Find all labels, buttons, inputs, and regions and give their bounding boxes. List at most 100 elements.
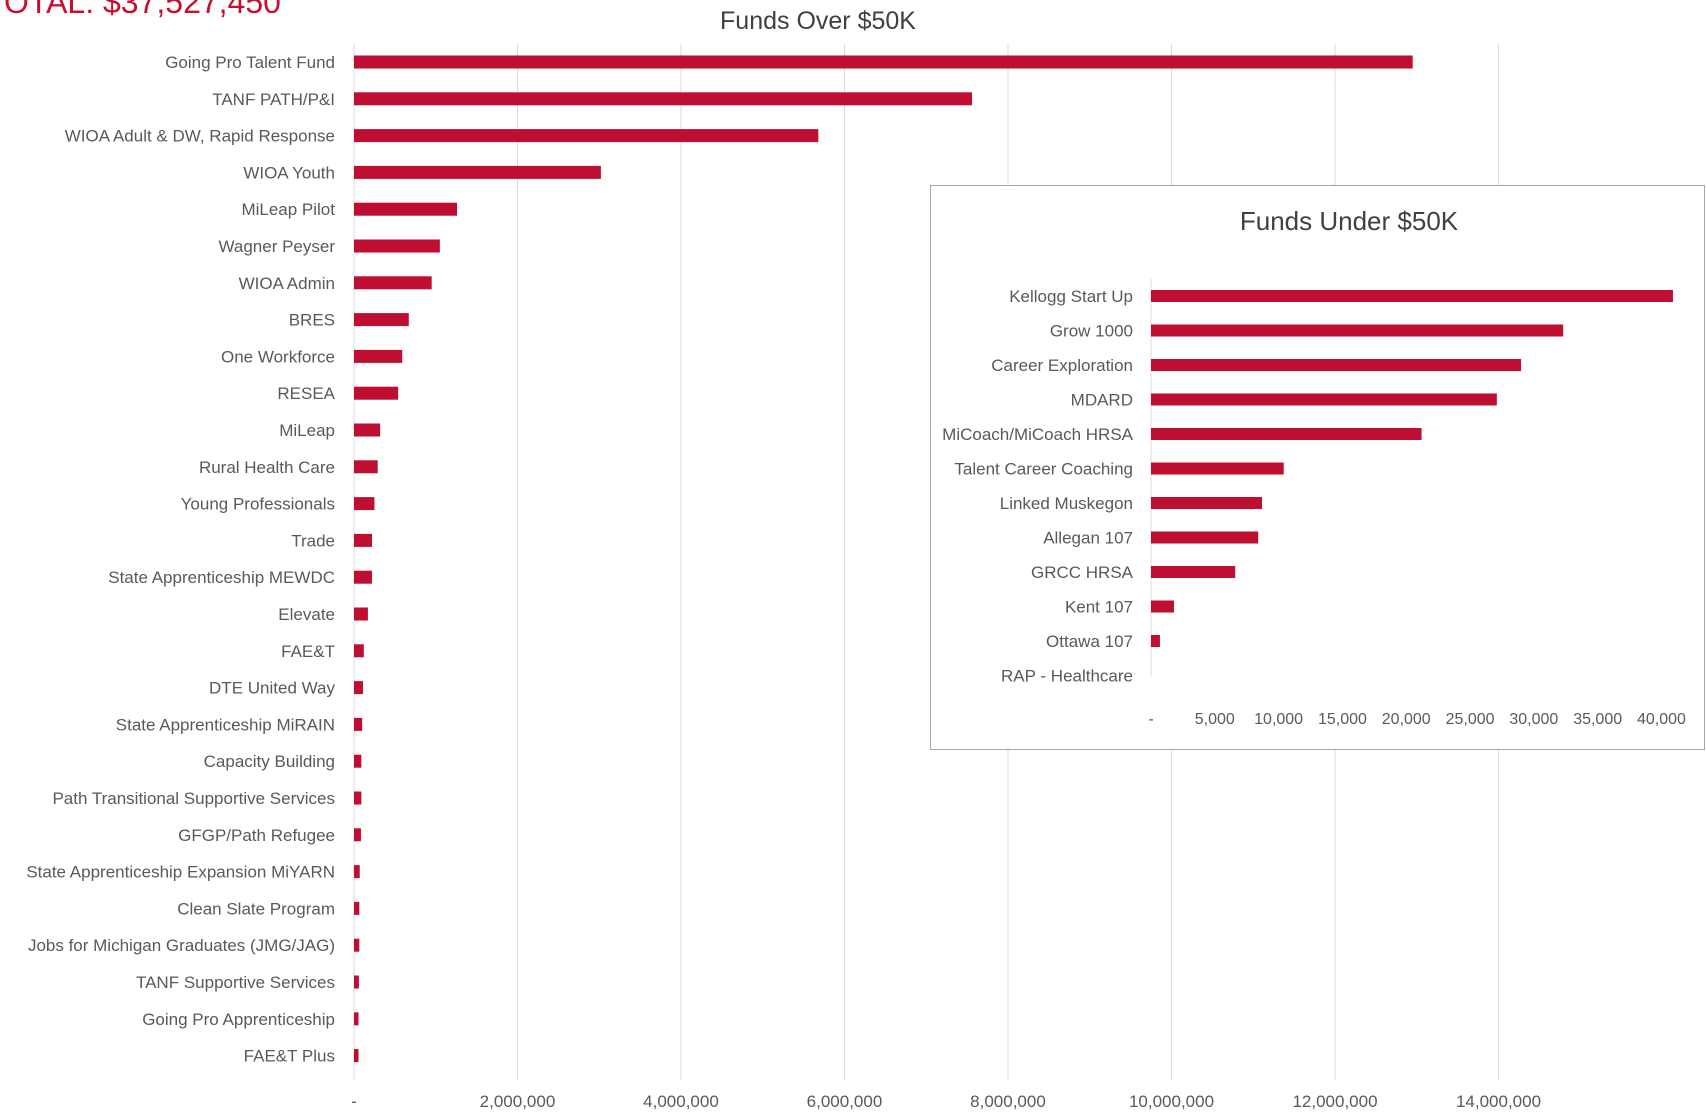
- under-50k-x-tick-label: 10,000: [1254, 711, 1303, 728]
- over-50k-category-label: State Apprenticeship MEWDC: [108, 568, 335, 587]
- over-50k-bar-rural-health-care: [354, 460, 378, 474]
- over-50k-bar-bres: [354, 313, 409, 327]
- under-50k-category-label: MiCoach/MiCoach HRSA: [942, 425, 1133, 444]
- over-50k-category-label: WIOA Adult & DW, Rapid Response: [65, 127, 335, 146]
- over-50k-bar-tanf-path-pandi: [354, 92, 973, 106]
- under-50k-category-label: Kent 107: [1065, 598, 1133, 617]
- inset-chart-title: Funds Under $50K: [1240, 206, 1459, 236]
- under-50k-bar-micoach-micoach-hrsa: [1151, 428, 1422, 440]
- under-50k-category-label: Kellogg Start Up: [1009, 287, 1133, 306]
- over-50k-bar-gfgp-path-refugee: [354, 828, 361, 842]
- over-50k-category-label: WIOA Admin: [239, 274, 335, 293]
- over-50k-bar-trade: [354, 533, 372, 547]
- over-50k-bar-capacity-building: [354, 754, 362, 768]
- over-50k-bar-wioa-adult-and-dw-rapid-response: [354, 129, 819, 143]
- over-50k-bar-going-pro-apprenticeship: [354, 1012, 359, 1026]
- main-chart-title: Funds Over $50K: [720, 7, 916, 35]
- over-50k-category-label: Capacity Building: [204, 752, 335, 771]
- over-50k-bar-one-workforce: [354, 349, 403, 363]
- over-50k-bar-path-transitional-supportive-services: [354, 791, 362, 805]
- over-50k-category-label: Trade: [291, 531, 335, 550]
- over-50k-x-tick-label: 4,000,000: [643, 1092, 719, 1111]
- over-50k-bar-going-pro-talent-fund: [354, 55, 1413, 69]
- under-50k-bar-ottawa-107: [1151, 635, 1160, 647]
- under-50k-bar-talent-career-coaching: [1151, 462, 1284, 475]
- under-50k-bar-mdard: [1151, 393, 1497, 406]
- over-50k-category-label: FAE&T Plus: [244, 1047, 335, 1066]
- over-50k-bar-clean-slate-program: [354, 901, 360, 915]
- under-50k-x-tick-label: 5,000: [1195, 711, 1235, 728]
- over-50k-bar-faeandt-plus: [354, 1049, 359, 1063]
- over-50k-bar-resea: [354, 386, 399, 400]
- over-50k-category-label: DTE United Way: [209, 679, 335, 698]
- over-50k-bar-wagner-peyser: [354, 239, 440, 253]
- over-50k-category-label: MiLeap: [279, 421, 335, 440]
- over-50k-bar-faeandt: [354, 644, 364, 658]
- under-50k-bar-allegan-107: [1151, 531, 1259, 544]
- over-50k-x-tick-label: 12,000,000: [1292, 1092, 1377, 1111]
- over-50k-x-tick-label: 14,000,000: [1456, 1092, 1541, 1111]
- over-50k-bar-state-apprenticeship-expansion-miyarn: [354, 865, 360, 879]
- under-50k-category-label: Allegan 107: [1043, 529, 1133, 548]
- over-50k-category-label: Going Pro Apprenticeship: [142, 1010, 335, 1029]
- under-50k-x-tick-label: 40,000: [1637, 711, 1686, 728]
- under-50k-bar-grow-1000: [1151, 324, 1564, 337]
- over-50k-bar-jobs-for-michigan-graduates-jmg-jag: [354, 938, 360, 952]
- under-50k-bar-kent-107: [1151, 600, 1174, 613]
- over-50k-category-label: Clean Slate Program: [177, 899, 335, 918]
- under-50k-x-tick-label: -: [1148, 711, 1153, 728]
- under-50k-category-label: Linked Muskegon: [1000, 494, 1133, 513]
- under-50k-category-label: Career Exploration: [991, 356, 1133, 375]
- under-50k-category-label: RAP - Healthcare: [1001, 667, 1133, 686]
- under-50k-bar-linked-muskegon: [1151, 497, 1263, 509]
- over-50k-bar-dte-united-way: [354, 681, 363, 695]
- funds-under-50k-panel: Funds Under $50K Kellogg Start Up Grow 10…: [930, 185, 1705, 750]
- under-50k-x-tick-label: 30,000: [1509, 711, 1558, 728]
- over-50k-bar-wioa-youth: [354, 165, 601, 179]
- total-heading: OTAL: $37,527,450: [4, 0, 281, 20]
- under-50k-x-tick-label: 25,000: [1446, 711, 1495, 728]
- over-50k-x-tick-label: 10,000,000: [1129, 1092, 1214, 1111]
- over-50k-x-tick-label: -: [351, 1092, 357, 1111]
- under-50k-bar-grcc-hrsa: [1151, 566, 1236, 578]
- over-50k-bar-mileap: [354, 423, 381, 437]
- over-50k-bar-elevate: [354, 607, 368, 621]
- over-50k-category-label: Young Professionals: [181, 495, 335, 514]
- under-50k-category-label: GRCC HRSA: [1031, 563, 1134, 582]
- under-50k-bar-career-exploration: [1151, 359, 1522, 371]
- over-50k-bar-mileap-pilot: [354, 202, 458, 216]
- under-50k-category-label: MDARD: [1071, 391, 1133, 410]
- over-50k-bar-state-apprenticeship-mewdc: [354, 570, 372, 584]
- over-50k-bar-young-professionals: [354, 497, 375, 511]
- over-50k-category-label: Jobs for Michigan Graduates (JMG/JAG): [28, 936, 335, 955]
- over-50k-category-label: State Apprenticeship Expansion MiYARN: [26, 863, 335, 882]
- over-50k-category-label: One Workforce: [221, 347, 335, 366]
- over-50k-x-tick-label: 8,000,000: [970, 1092, 1046, 1111]
- under-50k-x-tick-label: 35,000: [1573, 711, 1622, 728]
- over-50k-bar-state-apprenticeship-mirain: [354, 717, 363, 731]
- under-50k-category-label: Grow 1000: [1050, 322, 1133, 341]
- over-50k-category-label: Wagner Peyser: [218, 237, 335, 256]
- over-50k-category-label: Rural Health Care: [199, 458, 335, 477]
- under-50k-category-label: Talent Career Coaching: [954, 460, 1133, 479]
- over-50k-category-label: BRES: [289, 311, 335, 330]
- over-50k-category-label: Elevate: [278, 605, 335, 624]
- over-50k-category-label: Path Transitional Supportive Services: [52, 789, 335, 808]
- funds-under-50k-chart: Funds Under $50K Kellogg Start Up Grow 10…: [942, 206, 1686, 728]
- over-50k-bar-tanf-supportive-services: [354, 975, 359, 989]
- over-50k-category-label: RESEA: [277, 384, 335, 403]
- over-50k-category-label: FAE&T: [281, 642, 335, 661]
- over-50k-x-tick-label: 2,000,000: [480, 1092, 556, 1111]
- under-50k-x-tick-label: 15,000: [1318, 711, 1367, 728]
- over-50k-category-label: GFGP/Path Refugee: [178, 826, 335, 845]
- under-50k-x-tick-label: 20,000: [1382, 711, 1431, 728]
- over-50k-x-tick-label: 6,000,000: [807, 1092, 883, 1111]
- over-50k-category-label: TANF Supportive Services: [136, 973, 335, 992]
- under-50k-bar-kellogg-start-up: [1151, 290, 1673, 302]
- over-50k-category-label: TANF PATH/P&I: [212, 90, 335, 109]
- over-50k-category-label: Going Pro Talent Fund: [165, 53, 335, 72]
- over-50k-bar-wioa-admin: [354, 276, 432, 290]
- under-50k-category-label: Ottawa 107: [1046, 632, 1133, 651]
- over-50k-category-label: MiLeap Pilot: [241, 200, 335, 219]
